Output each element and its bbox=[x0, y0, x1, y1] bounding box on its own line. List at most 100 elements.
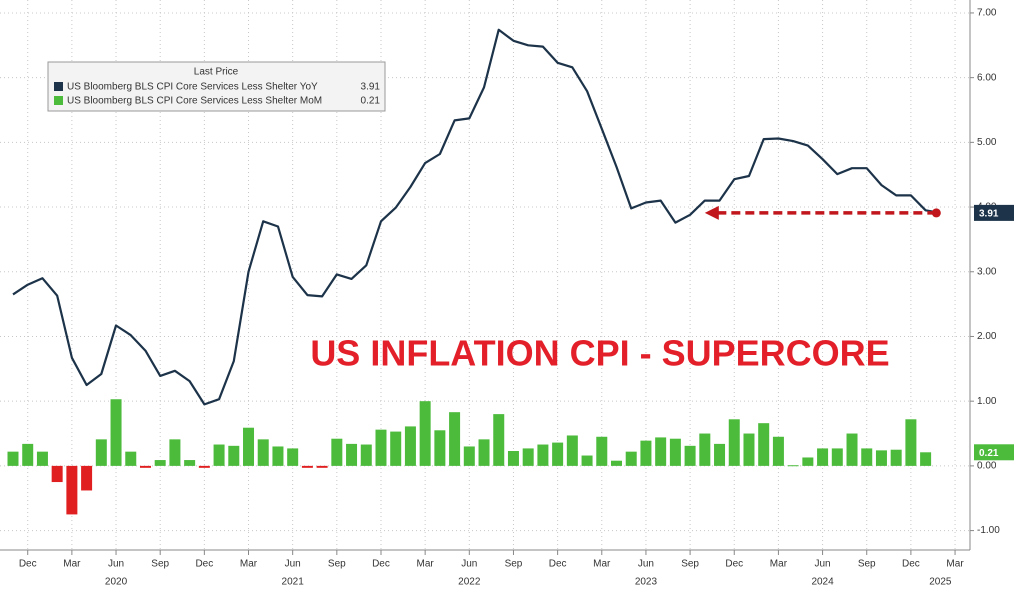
annotation: US INFLATION CPI - SUPERCORE bbox=[310, 333, 889, 374]
bar bbox=[434, 430, 446, 466]
bar bbox=[625, 451, 637, 466]
x-year-label: 2023 bbox=[635, 577, 658, 588]
legend-box bbox=[47, 61, 386, 112]
bar bbox=[36, 451, 48, 466]
bar bbox=[449, 412, 461, 466]
y-tick-label: 5.00 bbox=[977, 137, 997, 148]
legend-swatch bbox=[54, 82, 63, 91]
legend-value: 0.21 bbox=[361, 96, 381, 107]
arrow-head bbox=[704, 205, 719, 220]
bar bbox=[169, 439, 181, 466]
x-tick-label: Sep bbox=[858, 559, 876, 570]
bar bbox=[228, 445, 240, 466]
x-year-label: 2025 bbox=[929, 577, 952, 588]
value-tag bbox=[974, 444, 1014, 461]
x-tick-label: Sep bbox=[328, 559, 346, 570]
y-tick-label: 0.00 bbox=[977, 461, 997, 472]
bar bbox=[743, 433, 755, 466]
x-tick-label: Mar bbox=[946, 559, 964, 570]
bar bbox=[772, 436, 784, 466]
x-tick-label: Dec bbox=[725, 559, 743, 570]
bar bbox=[758, 423, 770, 466]
bar bbox=[787, 465, 799, 467]
bar bbox=[139, 465, 151, 468]
bar bbox=[684, 445, 696, 466]
bar bbox=[257, 439, 269, 466]
x-tick-label: Sep bbox=[151, 559, 169, 570]
bar bbox=[875, 450, 887, 466]
x-tick-label: Dec bbox=[549, 559, 567, 570]
value-tag-label: 3.91 bbox=[979, 209, 999, 220]
bar bbox=[463, 446, 475, 466]
x-tick-label: Mar bbox=[417, 559, 435, 570]
bar bbox=[831, 448, 843, 466]
bar bbox=[537, 444, 549, 466]
bar bbox=[905, 419, 917, 466]
bar bbox=[198, 465, 210, 468]
x-tick-label: Mar bbox=[63, 559, 81, 570]
legend: Last Price US Bloomberg BLS CPI Core Serv… bbox=[47, 61, 386, 112]
bar bbox=[552, 442, 564, 466]
bar bbox=[184, 460, 196, 466]
legend-value: 3.91 bbox=[361, 82, 381, 93]
bar bbox=[375, 429, 387, 466]
bar bbox=[714, 443, 726, 466]
bar bbox=[7, 451, 19, 466]
y-tick-label: 6.00 bbox=[977, 72, 997, 83]
bar bbox=[596, 436, 608, 466]
legend-label: US Bloomberg BLS CPI Core Services Less … bbox=[67, 82, 318, 93]
bar bbox=[611, 460, 623, 466]
bar bbox=[728, 419, 740, 466]
x-year-label: 2022 bbox=[458, 577, 481, 588]
bar bbox=[81, 465, 93, 491]
x-tick-label: Dec bbox=[19, 559, 37, 570]
x-tick-label: Sep bbox=[681, 559, 699, 570]
arrow-tail bbox=[931, 208, 941, 218]
bar bbox=[655, 437, 667, 466]
bar bbox=[522, 448, 534, 466]
bar bbox=[66, 465, 78, 515]
bar bbox=[301, 465, 313, 468]
bar bbox=[272, 446, 284, 466]
value-tag bbox=[974, 204, 1014, 221]
bar bbox=[390, 431, 402, 466]
bar bbox=[890, 449, 902, 466]
bar bbox=[566, 435, 578, 466]
legend-title: Last Price bbox=[194, 67, 239, 78]
x-tick-label: Jun bbox=[815, 559, 831, 570]
bar bbox=[669, 438, 681, 466]
bar bbox=[125, 451, 137, 466]
x-tick-label: Jun bbox=[638, 559, 654, 570]
value-tag-label: 0.21 bbox=[979, 448, 999, 459]
bar bbox=[22, 443, 34, 466]
bar bbox=[51, 465, 63, 483]
x-tick-label: Mar bbox=[770, 559, 788, 570]
y-tick-label: -1.00 bbox=[977, 525, 1000, 536]
bar bbox=[213, 444, 225, 466]
bar bbox=[507, 451, 519, 466]
bar bbox=[95, 439, 107, 466]
y-tick-label: 7.00 bbox=[977, 8, 997, 19]
bar bbox=[699, 433, 711, 466]
x-tick-label: Jun bbox=[461, 559, 477, 570]
bar bbox=[493, 414, 505, 466]
bar bbox=[846, 433, 858, 466]
bar bbox=[243, 427, 255, 466]
bar bbox=[802, 457, 814, 466]
x-tick-label: Jun bbox=[108, 559, 124, 570]
bar bbox=[478, 439, 490, 466]
x-tick-label: Sep bbox=[505, 559, 523, 570]
x-year-label: 2021 bbox=[282, 577, 305, 588]
bar bbox=[861, 448, 873, 466]
bar bbox=[154, 460, 166, 466]
bar bbox=[404, 426, 416, 466]
bar bbox=[316, 465, 328, 468]
y-tick-label: 1.00 bbox=[977, 396, 997, 407]
x-tick-label: Jun bbox=[285, 559, 301, 570]
bar bbox=[419, 401, 431, 466]
legend-label: US Bloomberg BLS CPI Core Services Less … bbox=[67, 96, 322, 107]
x-tick-label: Mar bbox=[593, 559, 611, 570]
bar bbox=[346, 443, 358, 466]
bar bbox=[920, 452, 932, 466]
